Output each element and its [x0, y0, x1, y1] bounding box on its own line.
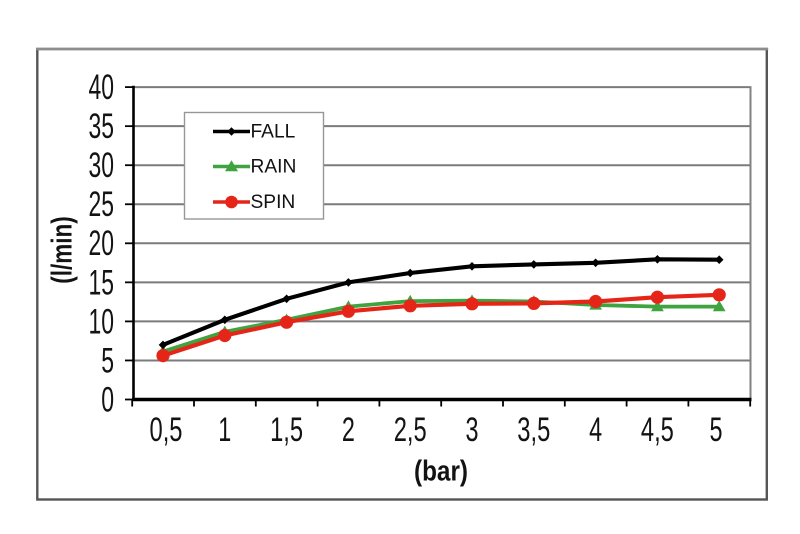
svg-text:SPIN: SPIN: [251, 192, 296, 213]
svg-text:5: 5: [710, 411, 723, 449]
svg-text:2: 2: [342, 411, 355, 449]
svg-text:0,5: 0,5: [150, 411, 183, 449]
svg-text:1,5: 1,5: [270, 411, 303, 449]
svg-text:0: 0: [101, 380, 114, 419]
svg-text:25: 25: [89, 185, 115, 224]
svg-text:3: 3: [466, 411, 479, 449]
svg-text:(l/min): (l/min): [47, 216, 79, 284]
svg-text:FALL: FALL: [251, 122, 296, 143]
svg-text:RAIN: RAIN: [251, 157, 297, 178]
svg-text:2,5: 2,5: [394, 411, 427, 449]
svg-text:3,5: 3,5: [517, 411, 550, 449]
svg-text:4: 4: [589, 411, 602, 449]
svg-text:5: 5: [101, 341, 114, 380]
svg-text:20: 20: [89, 224, 115, 263]
svg-text:(bar): (bar): [414, 456, 468, 488]
svg-text:30: 30: [89, 146, 115, 185]
svg-text:10: 10: [89, 302, 115, 341]
svg-text:15: 15: [89, 263, 115, 302]
svg-text:4,5: 4,5: [641, 411, 674, 449]
svg-text:35: 35: [89, 107, 115, 146]
svg-text:40: 40: [89, 68, 115, 107]
svg-text:1: 1: [218, 411, 231, 449]
